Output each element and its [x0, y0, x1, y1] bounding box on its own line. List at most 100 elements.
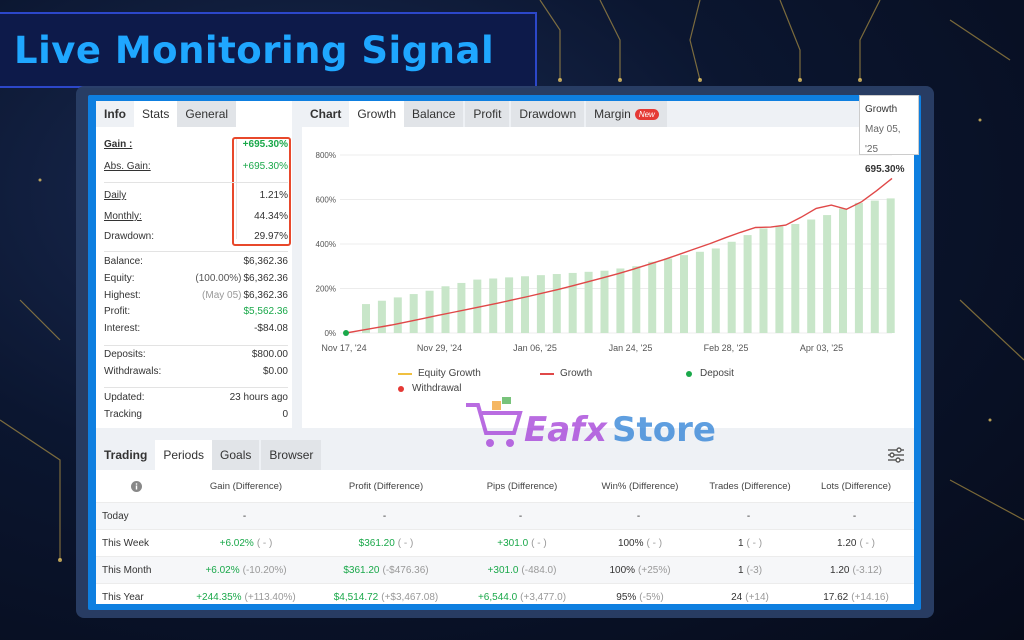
cell-value: 95% [616, 592, 637, 603]
legend-deposit[interactable]: Deposit [686, 368, 734, 379]
cell-value: +6.02% [219, 538, 254, 549]
cell-value: 1 [737, 538, 744, 549]
highest-sub: (May 05) [202, 290, 242, 301]
deposits-label: Deposits: [104, 349, 146, 360]
tab-goals[interactable]: Goals [212, 440, 260, 470]
cell-difference: (-5%) [639, 592, 664, 603]
x-tick-label: Jan 06, '25 [513, 343, 557, 353]
tooltip-date: May 05, '25 [865, 124, 901, 155]
new-badge: New [634, 108, 659, 120]
table-row: This Week +6.02%( - ) $361.20( - ) +301.0( … [96, 529, 914, 556]
table-cell: +244.35% (+113.40%) [186, 584, 306, 611]
legend-label: Withdrawal [412, 383, 462, 394]
deposits-value: $800.00 [251, 349, 288, 360]
column-divider [236, 137, 237, 239]
legend-swatch [398, 372, 412, 375]
gain-label: Gain : [104, 139, 133, 150]
tracking-label: Tracking [104, 409, 142, 420]
monthly-label: Monthly: [104, 211, 142, 222]
equity-growth-bar [807, 219, 816, 333]
equity-growth-bar [568, 272, 577, 333]
legend-equity-growth[interactable]: Equity Growth [398, 368, 481, 379]
tab-info[interactable]: Info [96, 101, 134, 127]
tab-browser[interactable]: Browser [261, 440, 322, 470]
tab-profit[interactable]: Profit [465, 101, 510, 127]
tab-growth[interactable]: Growth [349, 101, 405, 127]
table-row: This Month +6.02% (-10.20%) $361.20 (-$476.3… [96, 556, 914, 583]
filter-settings-icon[interactable] [886, 446, 906, 464]
table-row: This Year +244.35% (+113.40%) $4,514.72 (+$3… [96, 583, 914, 610]
y-tick-label: 600% [316, 196, 336, 205]
cell-value: 100% [609, 565, 636, 576]
cell-difference: (+14) [745, 592, 769, 603]
equity-value: $6,362.36 [243, 273, 289, 284]
equity-growth-bar [695, 251, 704, 333]
cell-value: - [518, 511, 523, 522]
table-cell: - [186, 503, 306, 530]
tab-chart[interactable]: Chart [302, 101, 350, 127]
table-cell: 95% (-5%) [580, 584, 700, 611]
x-tick-label: Apr 03, '25 [800, 343, 843, 353]
highlight-box [232, 137, 291, 246]
growth-chart: 0% 200% 400% 600% 800% Nov 17, '24 Nov 29, '24… [316, 151, 895, 353]
equity-growth-bar [743, 235, 752, 333]
divider [104, 182, 288, 183]
tab-trading[interactable]: Trading [96, 440, 156, 470]
equity-growth-bar [680, 255, 688, 333]
table-cell: - [580, 503, 700, 530]
header-trades: Trades (Difference) [709, 480, 791, 492]
x-tick-label: Nov 17, '24 [321, 343, 366, 353]
period-label: Today [102, 511, 129, 522]
info-icon[interactable] [124, 470, 148, 502]
legend-withdrawal[interactable]: Withdrawal [398, 383, 461, 394]
withdrawals-value: $0.00 [262, 366, 288, 377]
drawdown-value: 29.97% [254, 231, 288, 242]
tab-margin[interactable]: Margin New [586, 101, 667, 127]
cell-difference: (-3.12) [852, 565, 882, 576]
cell-value: $361.20 [358, 538, 395, 549]
equity-growth-bar [552, 274, 561, 333]
legend-swatch [540, 372, 554, 375]
cell-value: +301.0 [487, 565, 519, 576]
legend-swatch [686, 370, 692, 377]
cell-difference: (+25%) [638, 565, 671, 576]
header-pips: Pips (Difference) [486, 480, 558, 492]
cell-value: +244.35% [196, 592, 242, 603]
watermark-brand: Eafx [524, 410, 608, 450]
tab-general[interactable]: General [177, 101, 237, 127]
tab-periods[interactable]: Periods [155, 440, 213, 470]
table-cell: $4,514.72 (+$3,467.08) [326, 584, 446, 611]
cell-value: - [242, 511, 247, 522]
divider [104, 345, 288, 346]
tab-stats[interactable]: Stats [134, 101, 178, 127]
equity-growth-bar [505, 277, 514, 333]
tab-drawdown[interactable]: Drawdown [511, 101, 585, 127]
daily-value: 1.21% [259, 190, 288, 201]
divider [104, 387, 288, 388]
cell-difference: (-$476.36) [382, 565, 429, 576]
tracking-value: 0 [282, 409, 288, 420]
table-cell: +6.02%( - ) [186, 530, 306, 557]
interest-value: -$84.08 [254, 323, 288, 334]
table-cell: - [326, 503, 446, 530]
cell-value: - [636, 511, 641, 522]
header-lots: Lots (Difference) [820, 480, 892, 492]
equity-growth-bar [409, 294, 418, 333]
period-label: This Month [102, 565, 152, 576]
tab-balance[interactable]: Balance [404, 101, 464, 127]
equity-growth-bar [791, 223, 800, 333]
table-cell: +301.0( - ) [462, 530, 582, 557]
cell-value: 100% [617, 538, 644, 549]
equity-label: Equity: [104, 273, 135, 284]
equity-growth-bar [616, 268, 625, 333]
table-cell: 1.20 (-3.12) [796, 557, 916, 584]
equity-growth-bar [393, 297, 402, 333]
table-row: Today - - - - - - [96, 502, 914, 529]
legend-growth[interactable]: Growth [540, 368, 592, 379]
equity-growth-bar [775, 226, 784, 333]
cell-difference: ( - ) [256, 538, 273, 549]
cell-value: 1 [737, 565, 744, 576]
equity-growth-bar [648, 261, 657, 333]
cell-value: - [382, 511, 387, 522]
